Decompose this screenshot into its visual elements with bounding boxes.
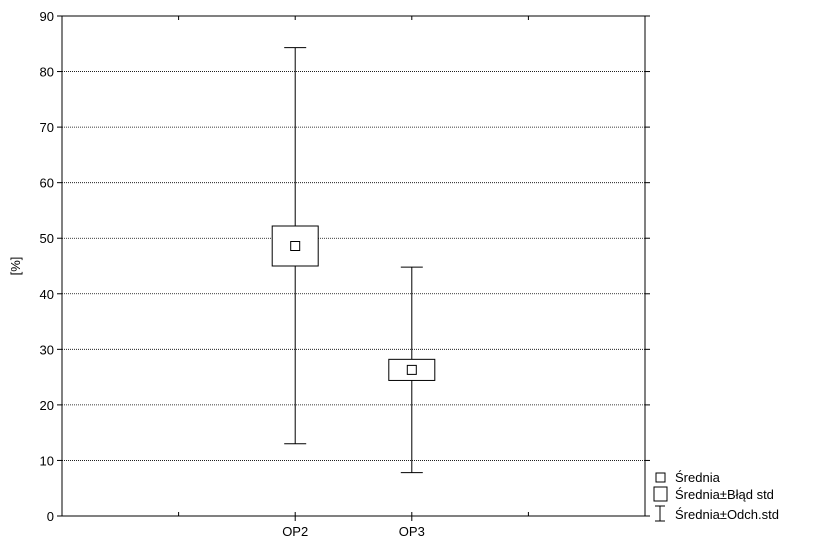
x-tick-label: OP2 (282, 524, 308, 539)
y-axis-label: [%] (8, 257, 23, 276)
legend-item-se: Średnia±Błąd std (653, 486, 774, 502)
mean-marker (290, 241, 301, 251)
y-tick-label: 40 (40, 287, 54, 302)
mean-marker (406, 364, 417, 375)
y-tick-label: 30 (40, 342, 54, 357)
plot-area (61, 15, 646, 517)
y-tick-label: 70 (40, 120, 54, 135)
legend-mean-marker (655, 472, 666, 483)
y-tick-label: 50 (40, 231, 54, 246)
y-tick-label: 0 (47, 509, 54, 524)
legend-item-sd: Średnia±Odch.std (655, 505, 779, 522)
box-group (271, 47, 319, 445)
legend-se-label: Średnia±Błąd std (675, 487, 774, 502)
legend: Średnia Średnia±Błąd std Średnia±Odch.st… (653, 470, 779, 522)
x-tick-label: OP3 (399, 524, 425, 539)
y-ticks: 0 10 20 30 40 50 60 70 80 90 (40, 9, 650, 524)
box-group (388, 266, 436, 474)
legend-mean-label: Średnia (675, 470, 721, 485)
y-tick-label: 10 (40, 453, 54, 468)
y-tick-label: 90 (40, 9, 54, 24)
boxes (271, 47, 436, 474)
legend-sd-marker (655, 505, 665, 522)
y-tick-label: 60 (40, 176, 54, 191)
legend-sd-label: Średnia±Odch.std (675, 507, 779, 522)
y-tick-label: 80 (40, 65, 54, 80)
legend-item-mean: Średnia (655, 470, 721, 485)
x-ticks: OP2 OP3 (178, 16, 529, 539)
y-tick-label: 20 (40, 398, 54, 413)
legend-se-marker (653, 486, 668, 502)
